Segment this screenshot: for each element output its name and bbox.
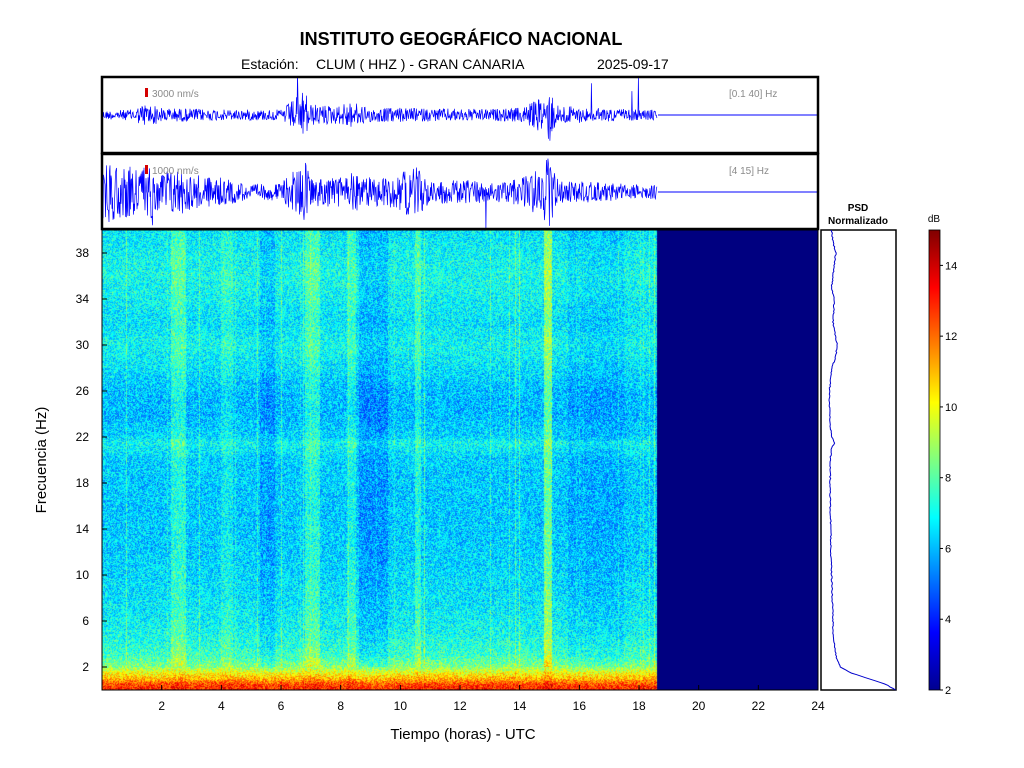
colorbar-tick-label: 6 <box>945 543 951 555</box>
y-tick-label: 2 <box>82 660 89 674</box>
x-tick-label: 22 <box>752 699 766 713</box>
trace-line <box>102 77 658 141</box>
spectrogram-image <box>102 230 818 690</box>
band-label: [4 15] Hz <box>729 166 769 177</box>
x-tick-label: 20 <box>692 699 706 713</box>
psd-subtitle: Normalizado <box>828 216 888 227</box>
psd-title: PSD <box>848 203 869 214</box>
colorbar-tick-label: 2 <box>945 685 951 697</box>
y-tick-label: 26 <box>76 384 90 398</box>
scale-label: 3000 nm/s <box>152 89 199 100</box>
x-tick-label: 12 <box>453 699 467 713</box>
date-label: 2025-09-17 <box>597 56 669 72</box>
spectrogram-panel: 2 4 6 8 10 12 14 16 18 20 22 24 261014182226303438 … <box>33 229 825 743</box>
y-tick-label: 38 <box>76 246 90 260</box>
colorbar: dB 2 4 6 8 10 12 14 <box>928 214 957 697</box>
colorbar-tick-label: 14 <box>945 260 957 272</box>
x-axis-label: Tiempo (horas) - UTC <box>390 726 535 743</box>
x-tick-label: 10 <box>394 699 408 713</box>
y-tick-label: 14 <box>76 522 90 536</box>
x-tick-label: 24 <box>811 699 825 713</box>
scale-marker <box>145 88 148 97</box>
colorbar-tick-label: 8 <box>945 473 951 485</box>
x-tick-label: 4 <box>218 699 225 713</box>
x-axis: 2 4 6 8 10 12 14 16 18 20 22 24 <box>158 685 825 713</box>
x-tick-label: 14 <box>513 699 527 713</box>
colorbar-gradient <box>928 229 941 691</box>
x-tick-label: 2 <box>158 699 165 713</box>
x-tick-label: 6 <box>278 699 285 713</box>
y-tick-label: 18 <box>76 476 90 490</box>
trace-waveform-filtered <box>102 158 658 229</box>
psd-panel: PSD Normalizado <box>820 203 897 691</box>
station-label: Estación: <box>241 56 299 72</box>
y-tick-label: 34 <box>76 292 90 306</box>
trace-panel-frame <box>100 152 820 231</box>
station-name: CLUM ( HHZ ) - GRAN CANARIA <box>316 56 525 72</box>
colorbar-tick-label: 12 <box>945 331 957 343</box>
y-tick-label: 10 <box>76 568 90 582</box>
colorbar-tick-label: 4 <box>945 614 951 626</box>
colorbar-tick-label: 10 <box>945 402 957 414</box>
y-tick-label: 30 <box>76 338 90 352</box>
y-tick-label: 22 <box>76 430 90 444</box>
psd-line <box>828 229 896 691</box>
y-axis-label: Frecuencia (Hz) <box>33 407 50 514</box>
trace-line <box>102 158 658 229</box>
y-tick-label: 6 <box>82 614 89 628</box>
scale-label: 1000 nm/s <box>152 166 199 177</box>
x-tick-label: 8 <box>337 699 344 713</box>
x-tick-label: 16 <box>573 699 587 713</box>
colorbar-ticks: 2 4 6 8 10 12 14 <box>940 260 957 697</box>
page-title: INSTITUTO GEOGRÁFICO NACIONAL <box>300 28 623 49</box>
scale-marker <box>145 165 148 174</box>
trace-waveform-broadband <box>102 77 658 141</box>
colorbar-unit: dB <box>928 214 941 225</box>
band-label: [0.1 40] Hz <box>729 89 777 100</box>
x-tick-label: 18 <box>632 699 646 713</box>
trace-panel-filtered: 1000 nm/s [4 15] Hz <box>100 152 820 231</box>
trace-panel-broadband: 3000 nm/s [0.1 40] Hz <box>100 75 820 155</box>
